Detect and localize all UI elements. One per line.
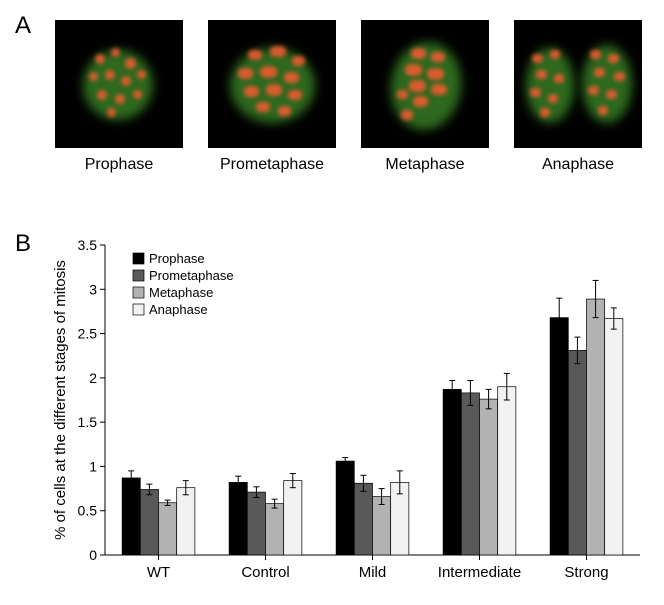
bar-chart-svg: 0 0.5 1 1.5 2 2.5 3 3.5 % of cells at the differ…: [50, 235, 650, 595]
svg-text:Metaphase: Metaphase: [149, 285, 213, 300]
prophase-image: [55, 20, 183, 148]
svg-text:0.5: 0.5: [78, 503, 98, 519]
svg-text:% of cells at the different st: % of cells at the different stages of mi…: [52, 260, 69, 540]
micrograph-metaphase: Metaphase: [361, 20, 489, 220]
panel-b-chart: 0 0.5 1 1.5 2 2.5 3 3.5 % of cells at the differ…: [50, 235, 650, 595]
micrograph-prometaphase: Prometaphase: [208, 20, 336, 220]
panel-b-label: B: [15, 230, 31, 258]
svg-text:Strong: Strong: [564, 564, 608, 581]
anaphase-caption: Anaphase: [542, 156, 614, 174]
metaphase-caption: Metaphase: [385, 156, 464, 174]
svg-text:Intermediate: Intermediate: [438, 564, 521, 581]
prometaphase-caption: Prometaphase: [220, 156, 324, 174]
svg-text:Prophase: Prophase: [149, 251, 205, 266]
panel-a-label: A: [15, 12, 31, 40]
svg-text:3.5: 3.5: [78, 237, 98, 253]
micrograph-anaphase: Anaphase: [514, 20, 642, 220]
prometaphase-image: [208, 20, 336, 148]
svg-text:2.5: 2.5: [78, 326, 98, 342]
svg-text:Prometaphase: Prometaphase: [149, 268, 234, 283]
svg-text:Control: Control: [241, 564, 289, 581]
anaphase-image: [514, 20, 642, 148]
micrograph-prophase: Prophase: [55, 20, 183, 220]
svg-text:1.5: 1.5: [78, 414, 98, 430]
panel-a-micrographs: Prophase Prometaphase: [55, 20, 655, 220]
svg-text:2: 2: [89, 370, 97, 386]
metaphase-image: [361, 20, 489, 148]
svg-text:Anaphase: Anaphase: [149, 302, 208, 317]
svg-text:0: 0: [89, 547, 97, 563]
prophase-caption: Prophase: [85, 156, 154, 174]
svg-text:3: 3: [89, 281, 97, 297]
svg-text:WT: WT: [147, 564, 170, 581]
svg-text:1: 1: [89, 458, 97, 474]
svg-text:Mild: Mild: [359, 564, 387, 581]
